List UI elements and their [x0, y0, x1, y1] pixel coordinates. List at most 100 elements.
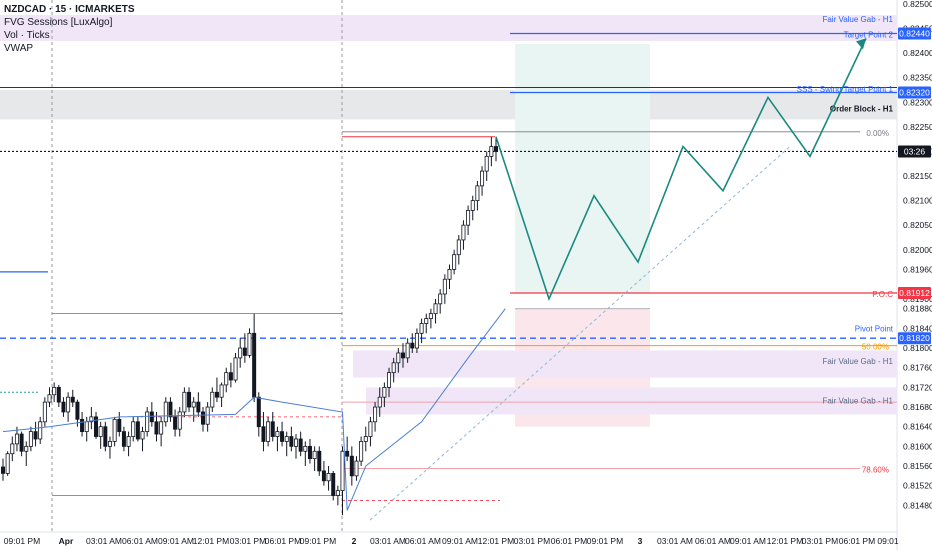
candle-body: [428, 313, 433, 319]
y-tick-label: 0.82500: [903, 0, 932, 9]
indicator-vwap[interactable]: VWAP: [4, 43, 34, 54]
candle-body: [298, 438, 303, 452]
y-tick-label: 0.81520: [903, 481, 932, 491]
candle-body: [447, 269, 452, 280]
candle-body: [233, 357, 238, 381]
candle-body: [484, 155, 489, 172]
price-badge-bg: [898, 27, 931, 40]
indicator-volume[interactable]: Vol · Ticks: [4, 30, 50, 41]
candle-body: [326, 472, 331, 482]
candle-body: [42, 401, 47, 423]
candle-body: [438, 293, 443, 305]
candle-body: [121, 431, 126, 447]
candle-body: [84, 421, 89, 433]
candle-body: [0, 466, 6, 474]
candle-body: [461, 224, 466, 241]
candle-body: [414, 332, 419, 349]
candle-body: [182, 391, 187, 413]
candle-body: [177, 411, 182, 430]
y-tick-label: 0.81600: [903, 441, 932, 451]
candle-body: [475, 185, 480, 202]
candle-body: [345, 450, 350, 457]
candle-body: [126, 436, 131, 447]
candle-body: [433, 303, 438, 315]
candle-body: [363, 436, 368, 442]
candle-body: [163, 401, 168, 423]
x-tick-label: 03:01 PM: [802, 536, 838, 546]
target-zone: [515, 44, 650, 294]
x-tick-label: 2: [352, 536, 357, 546]
candle-body: [10, 443, 15, 455]
level-label-1: Target Point 2: [844, 30, 894, 39]
candle-body: [33, 431, 38, 440]
candle-body: [187, 391, 192, 408]
x-tick-label: 06:01 AM: [695, 536, 731, 546]
indicator-fvg[interactable]: FVG Sessions [LuxAlgo]: [4, 17, 113, 28]
candle-body: [103, 426, 108, 447]
level-label-6: Pivot Point: [855, 324, 894, 333]
level-label-2: SSS - Swing Target Point 1: [797, 85, 894, 94]
vwap-layer: [2, 308, 506, 511]
candle-body: [80, 418, 85, 433]
x-tick-label: 06:01 AM: [122, 536, 158, 546]
level-label-7: 50.00%: [862, 343, 889, 352]
candle-body: [168, 401, 173, 418]
candle-body: [224, 372, 229, 386]
x-axis: 09:01 PM Apr 03:01 AM 06:01 AM 09:01 AM12:01…: [0, 531, 899, 546]
y-tick-label: 0.82300: [903, 97, 932, 107]
candle-body: [70, 396, 75, 403]
candle-body: [359, 441, 364, 462]
candle-body: [210, 391, 215, 408]
x-tick-label: 03:01 AM: [370, 536, 406, 546]
projection-arrow-head: [856, 38, 866, 50]
candle-body: [275, 431, 280, 437]
y-tick-label: 0.81640: [903, 422, 932, 432]
symbol-title[interactable]: NZDCAD · 15 · ICMARKETS: [4, 4, 135, 15]
x-tick-label: 03:01 PM: [514, 536, 550, 546]
y-axis: 0.825000.824500.824000.823500.823000.822…: [903, 0, 932, 510]
candle-body: [312, 450, 317, 460]
candle-body: [377, 396, 382, 408]
candle-body: [266, 421, 271, 442]
y-tick-label: 0.82000: [903, 245, 932, 255]
x-tick-label: 3: [638, 536, 643, 546]
candle-body: [94, 416, 99, 437]
candle-body: [354, 460, 359, 477]
level-label-10: 78.60%: [862, 465, 889, 474]
x-tick-label: 06:01 PM: [551, 536, 587, 546]
candle-body: [191, 401, 196, 408]
candle-body: [214, 391, 219, 398]
candle-body: [289, 436, 294, 447]
candle-body: [331, 472, 336, 496]
candle-body: [28, 431, 33, 447]
candle-body: [493, 146, 498, 152]
fvg-zone-low: [366, 387, 897, 415]
candle-body: [112, 418, 117, 442]
x-tick-label: 06:01 AM: [405, 536, 441, 546]
price-badge-label: 03:26: [904, 146, 926, 156]
price-badge-label: 0.82440: [899, 28, 930, 38]
candle-body: [131, 421, 136, 437]
candle-body: [373, 406, 378, 423]
candle-body: [410, 342, 415, 349]
candle-body: [238, 347, 243, 359]
candle-body: [159, 421, 164, 435]
level-label-0: Fair Value Gab - H1: [822, 15, 893, 24]
x-tick-label: 09:01 AM: [730, 536, 766, 546]
candle-body: [368, 421, 373, 437]
candle-body: [75, 401, 80, 420]
levels-layer: Fair Value Gab - H1 Target Point 2 SSS - S…: [0, 15, 897, 501]
session-lines: [51, 0, 343, 532]
y-tick-label: 0.82350: [903, 73, 932, 83]
y-tick-label: 0.81840: [903, 323, 932, 333]
candle-body: [14, 433, 19, 445]
y-tick-label: 0.81960: [903, 264, 932, 274]
y-tick-label: 0.82100: [903, 196, 932, 206]
candle-body: [284, 436, 289, 442]
x-tick-label: 12:01 PM: [478, 536, 514, 546]
candle-body: [280, 431, 285, 442]
trend-line: [369, 146, 791, 521]
candle-body: [387, 372, 392, 388]
candle-body: [303, 445, 308, 452]
